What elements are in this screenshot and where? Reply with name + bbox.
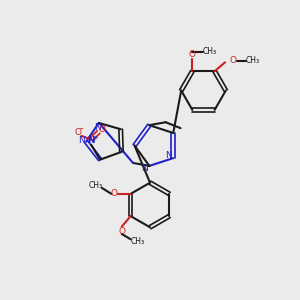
Text: O: O — [230, 56, 237, 65]
Text: O: O — [118, 227, 125, 236]
Text: O: O — [99, 124, 106, 134]
Text: O: O — [189, 50, 196, 58]
Text: CH₃: CH₃ — [130, 237, 144, 246]
Text: CH₃: CH₃ — [203, 47, 217, 56]
Text: N: N — [87, 136, 95, 145]
Text: O: O — [74, 128, 81, 136]
Text: N: N — [141, 164, 148, 173]
Text: -: - — [80, 123, 83, 134]
Text: N: N — [165, 151, 172, 160]
Text: CH₃: CH₃ — [246, 56, 260, 65]
Text: N: N — [94, 123, 101, 132]
Text: O: O — [110, 189, 117, 198]
Text: CH₃: CH₃ — [88, 181, 103, 190]
Text: N: N — [78, 136, 85, 145]
Text: +: + — [92, 135, 98, 141]
